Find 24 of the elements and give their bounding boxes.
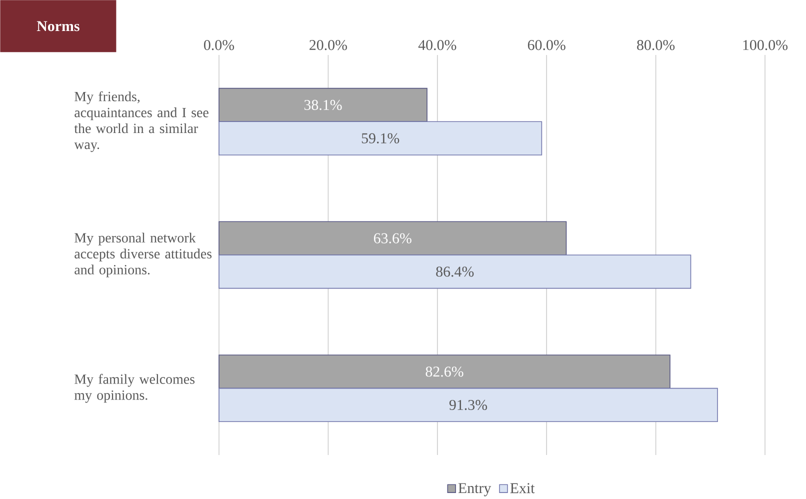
- data-label: 91.3%: [449, 400, 488, 410]
- legend-label: Exit: [510, 483, 535, 494]
- x-tick-label: 60.0%: [528, 40, 566, 50]
- y-tick-label: My friends, acquaintances and I see the world in a similar way.: [74, 91, 208, 152]
- y-tick-label: My family welcomes my opinions.: [74, 374, 195, 403]
- bar: [218, 88, 428, 122]
- data-label: 63.6%: [374, 233, 412, 244]
- bar: [218, 221, 567, 256]
- y-tick-label: My personal network accepts diverse attitudes and opinions.: [74, 232, 212, 278]
- bar: [218, 388, 718, 422]
- data-label: 59.1%: [362, 133, 400, 144]
- data-label: 86.4%: [436, 266, 474, 277]
- x-tick-label: 0.0%: [204, 40, 234, 50]
- bar: [218, 254, 692, 289]
- data-label: 38.1%: [304, 100, 342, 110]
- bar: [218, 354, 670, 389]
- x-tick-label: 40.0%: [418, 40, 456, 50]
- x-tick-label: 100.0%: [743, 40, 788, 50]
- text: Norms: [36, 21, 80, 32]
- x-tick-label: 20.0%: [310, 40, 347, 50]
- x-tick-label: 80.0%: [637, 40, 675, 50]
- bar: [218, 121, 542, 156]
- legend-label: Entry: [458, 483, 492, 496]
- data-label: 82.6%: [426, 366, 464, 377]
